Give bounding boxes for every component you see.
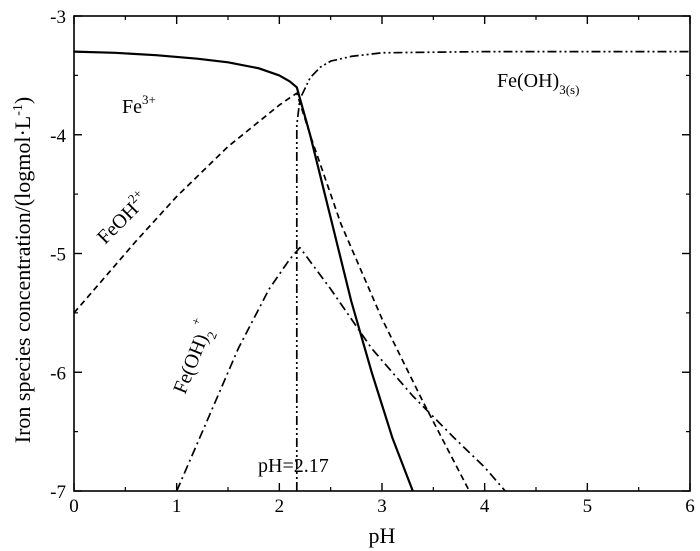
- y-tick-label: -3: [50, 7, 66, 28]
- label-fe3: Fe3+: [122, 92, 156, 118]
- label-feoh2: FeOH2+: [90, 186, 153, 249]
- y-axis-title-main: Iron species concentration/(logmol·L: [10, 116, 35, 443]
- label-feoh2plus: Fe(OH)2+: [162, 315, 223, 399]
- series-line-feoh2: [73, 92, 471, 492]
- y-axis-title-close: ): [10, 97, 35, 104]
- series-line-feoh2p: [175, 246, 506, 492]
- x-tick-label: 5: [583, 496, 593, 517]
- x-tick-label: 1: [172, 496, 182, 517]
- x-tick-label: 6: [685, 496, 695, 517]
- plot-area: 0 1 2 3 4 5 6 -3 -4 -5 -6 -7: [50, 7, 695, 517]
- y-axis-title: Iron species concentration/(logmol·L-1): [10, 97, 35, 443]
- y-tick-label: -5: [50, 245, 66, 266]
- y-tick-label: -6: [50, 363, 66, 384]
- plot-frame: [73, 15, 691, 492]
- y-tick-label: -7: [50, 482, 66, 503]
- x-tick-label: 2: [275, 496, 285, 517]
- series-line-fe3: [73, 50, 414, 492]
- x-axis-title: pH: [369, 523, 396, 548]
- x-tick-label: 0: [69, 496, 79, 517]
- x-tick-label: 4: [480, 496, 490, 517]
- y-tick-label: -4: [50, 126, 66, 147]
- ph-marker-label: pH=2.17: [258, 455, 329, 477]
- label-feoh3s: Fe(OH)3(s): [497, 70, 579, 97]
- series-line-feoh3: [295, 50, 690, 491]
- x-tick-label: 3: [377, 496, 387, 517]
- y-axis-title-sup: -1: [11, 104, 26, 116]
